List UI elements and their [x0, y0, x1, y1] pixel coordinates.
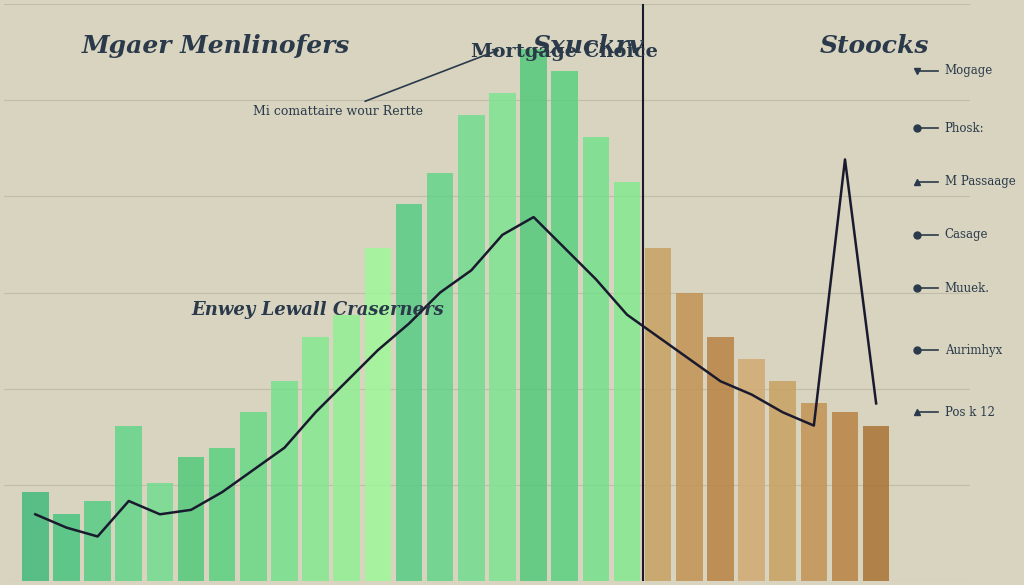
- Bar: [146, 483, 173, 581]
- Bar: [302, 337, 329, 581]
- Bar: [676, 292, 702, 581]
- Bar: [645, 248, 672, 581]
- Text: Mogage: Mogage: [945, 64, 993, 77]
- Text: Casage: Casage: [945, 228, 988, 242]
- Bar: [801, 404, 827, 581]
- Bar: [769, 381, 796, 581]
- Text: Sxuckrv: Sxuckrv: [532, 34, 644, 58]
- Text: Pos k 12: Pos k 12: [945, 406, 994, 419]
- Text: Aurimhyx: Aurimhyx: [945, 343, 1001, 357]
- Bar: [458, 115, 484, 581]
- Bar: [395, 204, 422, 581]
- Bar: [552, 71, 578, 581]
- Bar: [53, 514, 80, 581]
- Bar: [240, 412, 266, 581]
- Bar: [613, 181, 640, 581]
- Bar: [583, 137, 609, 581]
- Text: Enwey Lewall Craserners: Enwey Lewall Craserners: [191, 301, 443, 319]
- Bar: [831, 412, 858, 581]
- Bar: [178, 457, 204, 581]
- Text: Mi comattaire wour Rertte: Mi comattaire wour Rertte: [253, 50, 498, 118]
- Text: Muuek.: Muuek.: [945, 281, 989, 295]
- Text: Mgaer Menlinofers: Mgaer Menlinofers: [82, 34, 350, 58]
- Bar: [708, 337, 733, 581]
- Bar: [738, 359, 765, 581]
- Bar: [116, 425, 142, 581]
- Text: Mortgage Choice: Mortgage Choice: [471, 43, 658, 61]
- Bar: [84, 501, 111, 581]
- Text: Stoocks: Stoocks: [819, 34, 929, 58]
- Bar: [365, 248, 391, 581]
- Bar: [520, 49, 547, 581]
- Bar: [334, 315, 360, 581]
- Text: Phosk:: Phosk:: [945, 122, 984, 135]
- Bar: [209, 448, 236, 581]
- Bar: [23, 492, 48, 581]
- Text: M Passaage: M Passaage: [945, 175, 1016, 188]
- Bar: [863, 425, 890, 581]
- Bar: [489, 93, 516, 581]
- Bar: [427, 173, 454, 581]
- Bar: [271, 381, 298, 581]
